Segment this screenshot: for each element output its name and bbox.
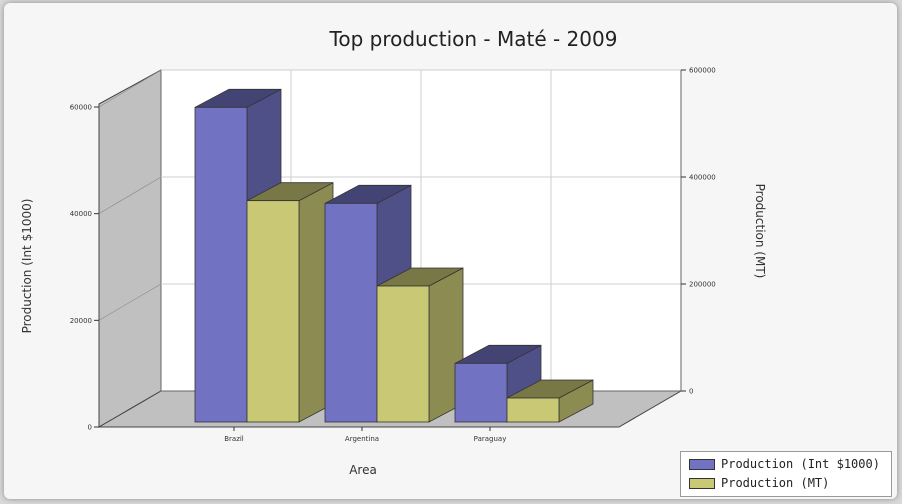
y-axis-right-label: Production (MT) bbox=[753, 183, 767, 279]
bar-argentina-series-1 bbox=[324, 184, 412, 423]
right-tick-label-3: 600000 bbox=[689, 67, 716, 75]
category-labels: Brazil Argentina Paraguay bbox=[224, 427, 506, 443]
legend: Production (Int $1000) Production (MT) bbox=[680, 451, 892, 497]
bar-front bbox=[506, 397, 560, 423]
right-axis-ticks: 0 200000 400000 600000 bbox=[681, 67, 716, 396]
bars bbox=[194, 88, 594, 423]
wall-grid-line-2 bbox=[98, 176, 162, 214]
y-axis-left-label: Production (Int $1000) bbox=[20, 198, 34, 334]
bar-front bbox=[376, 285, 430, 423]
left-tick-label-3: 60000 bbox=[70, 104, 92, 112]
wall-grid-line-1 bbox=[98, 283, 162, 321]
right-tick-label-2: 400000 bbox=[689, 174, 716, 182]
legend-label-series-1: Production (Int $1000) bbox=[721, 457, 880, 471]
bar-front bbox=[324, 202, 378, 423]
bar-front bbox=[246, 200, 300, 423]
left-tick-label-0: 0 bbox=[88, 424, 92, 432]
bar-brazil-series-2 bbox=[246, 182, 334, 423]
category-label-brazil: Brazil bbox=[224, 435, 244, 443]
category-label-paraguay: Paraguay bbox=[474, 435, 507, 443]
right-tick-label-1: 200000 bbox=[689, 281, 716, 289]
legend-swatch-series-1 bbox=[689, 458, 715, 470]
bar-front bbox=[454, 362, 508, 423]
right-tick-label-0: 0 bbox=[689, 388, 693, 396]
bar-front bbox=[194, 106, 248, 423]
chart-title: Top production - Maté - 2009 bbox=[329, 27, 618, 51]
bar-argentina-series-2 bbox=[376, 267, 464, 423]
plot-area: 0 20000 40000 60000 0 200000 400000 600000 Bra… bbox=[70, 67, 716, 444]
left-axis-ticks: 0 20000 40000 60000 bbox=[70, 104, 99, 432]
chart-frame: Top production - Maté - 2009 0 20000 40000… bbox=[4, 3, 897, 499]
left-tick-label-1: 20000 bbox=[70, 317, 92, 325]
x-axis-label: Area bbox=[349, 463, 377, 477]
legend-item-series-1: Production (Int $1000) bbox=[689, 457, 880, 471]
bar-paraguay-series-2 bbox=[506, 379, 594, 423]
wall-grid-line-3 bbox=[98, 69, 162, 108]
left-tick-label-2: 40000 bbox=[70, 210, 92, 218]
legend-swatch-series-2 bbox=[689, 477, 715, 489]
legend-label-series-2: Production (MT) bbox=[721, 476, 830, 490]
category-label-argentina: Argentina bbox=[345, 435, 379, 443]
legend-item-series-2: Production (MT) bbox=[689, 476, 829, 490]
left-wall bbox=[98, 69, 162, 428]
